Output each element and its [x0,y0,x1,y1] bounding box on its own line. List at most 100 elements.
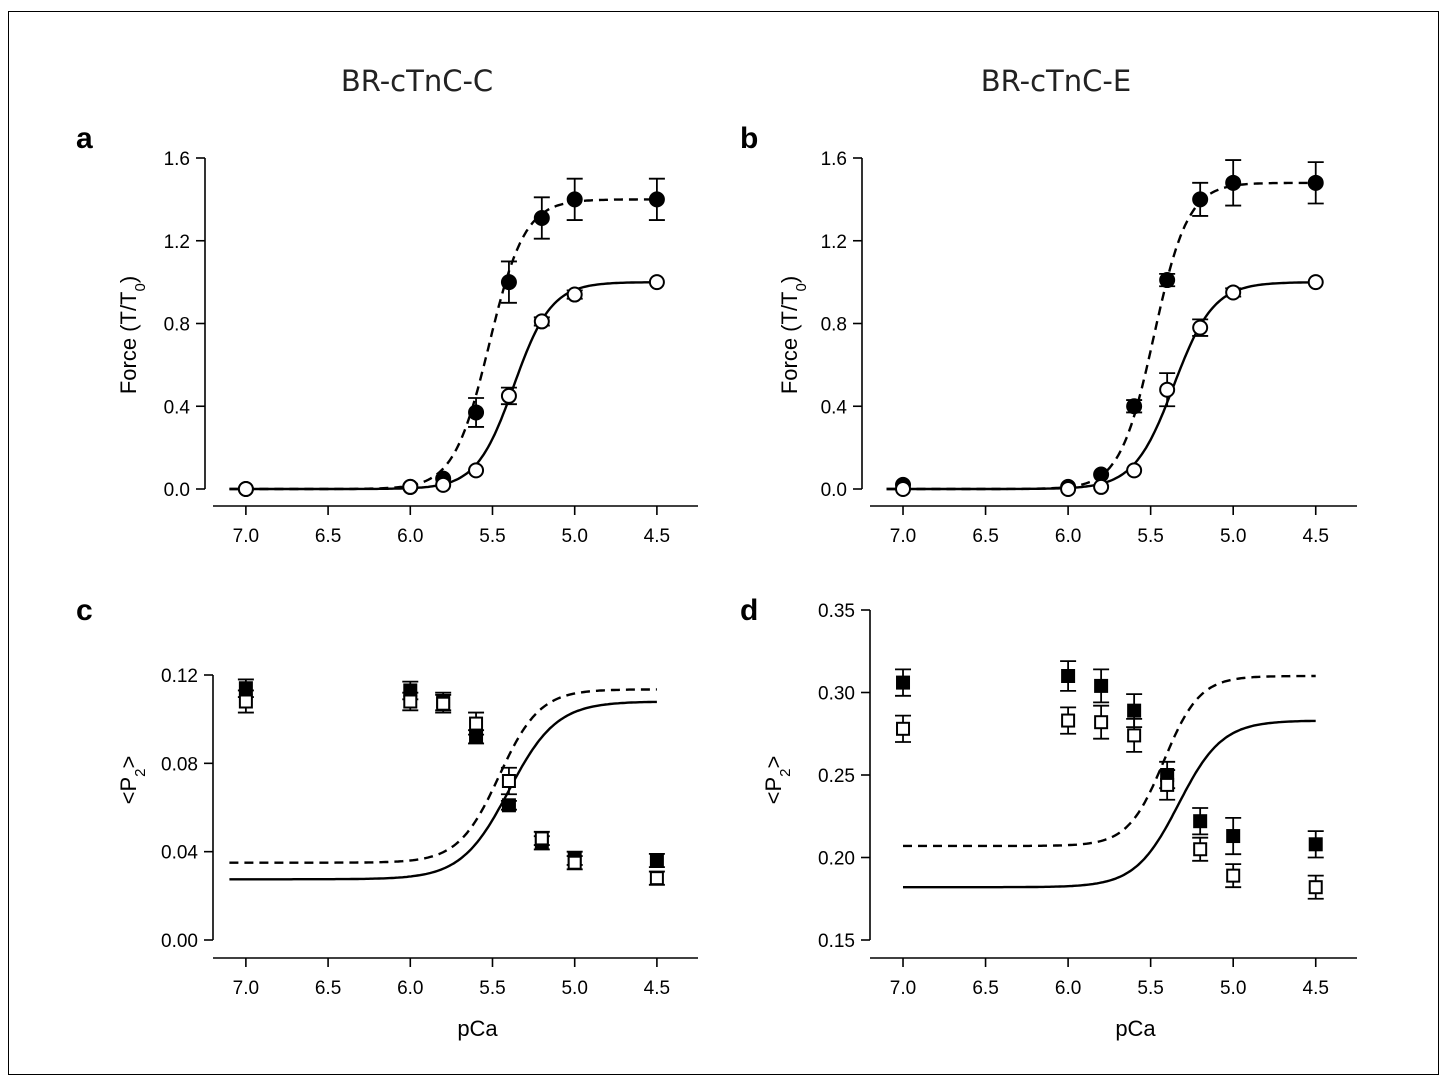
fit-curve [229,700,657,881]
y-tick-label: 0.15 [818,931,855,952]
y-axis-title: Force (T/T0) [116,276,149,394]
y-tick-label: 0.4 [164,397,191,418]
y-tick-label: 0.12 [161,666,198,687]
data-point [1192,191,1209,208]
series-0 [895,660,1324,859]
series-0 [886,159,1324,495]
y-tick-label: 0.8 [821,315,847,336]
y-tick-label: 0.04 [161,843,198,864]
data-point [501,774,516,788]
data-point [1225,284,1242,301]
data-point [1193,814,1208,829]
y-tick-label: 0.25 [818,766,855,787]
x-tick-label: 5.0 [1220,526,1246,547]
x-tick-label: 5.5 [1137,526,1163,547]
data-point [1094,678,1109,693]
y-tick-label: 0.0 [164,480,190,501]
data-point [649,871,664,886]
data-point [468,462,485,479]
x-tick-label: 5.5 [1137,978,1163,999]
panel-letter-d: d [740,594,758,627]
data-point [648,191,665,208]
data-point [1307,274,1324,291]
fit-curve [886,281,1316,491]
x-tick-label: 4.5 [1303,978,1329,999]
x-tick-label: 6.5 [972,526,998,547]
panel-letter-c: c [76,594,93,627]
data-point [1127,728,1142,743]
data-point [566,191,583,208]
x-tick-label: 6.0 [397,978,423,999]
data-point [1160,777,1175,792]
x-tick-label: 5.5 [479,526,505,547]
y-tick-label: 0.08 [161,754,198,775]
x-tick-label: 7.0 [890,526,916,547]
chart-panels: a 0.0 0.4 0.8 1.2 1.6 7.0 6.5 6.0 5.5 5.0 4.5 Force … [76,122,1357,1041]
x-tick-label: 5.5 [479,978,505,999]
data-point [1308,837,1323,852]
data-point [896,675,911,690]
fit-curve [229,281,657,491]
data-point [1093,478,1110,495]
data-point [1307,174,1324,191]
data-point [1225,174,1242,191]
data-point [1192,319,1209,336]
data-point [238,694,253,709]
y-tick-label: 1.6 [164,149,190,170]
series-1 [229,274,665,497]
data-point [1061,669,1076,683]
data-point [1094,715,1109,730]
y-tick-label: 0.30 [818,684,855,705]
data-point [500,274,517,291]
y-tick-label: 0.00 [161,931,198,952]
data-point [1308,880,1323,895]
column-title-right: BR-cTnC-E [981,64,1131,98]
data-point [1159,381,1176,398]
y-tick-label: 0.0 [821,480,847,501]
data-point [237,481,254,497]
series-1 [229,689,665,886]
x-tick-label: 6.0 [1055,978,1081,999]
data-point [402,478,419,495]
fit-curve [229,198,657,491]
x-tick-label: 7.0 [233,978,259,999]
data-point [1060,481,1077,497]
data-point [649,853,664,868]
panel-a: a 0.0 0.4 0.8 1.2 1.6 7.0 6.5 6.0 5.5 5.0 4.5 Force … [76,122,698,547]
panel-d: d 0.15 0.20 0.25 0.30 0.35 7.0 6.5 6.0 5.5 5.0 4.5 p… [740,594,1357,1041]
data-point [533,313,550,330]
data-point [1226,868,1241,883]
data-point [1193,842,1208,857]
data-point [1061,713,1076,728]
data-point [403,694,418,709]
panel-letter-a: a [76,122,93,155]
x-tick-label: 4.5 [644,978,670,999]
data-point [1226,829,1241,844]
series-1 [886,274,1324,497]
x-tick-label: 6.5 [315,978,341,999]
x-tick-label: 7.0 [233,526,259,547]
data-point [895,481,912,497]
x-tick-label: 5.0 [1220,978,1246,999]
panel-letter-b: b [740,122,758,155]
fit-curve [903,674,1316,848]
panel-b: b 0.0 0.4 0.8 1.2 1.6 7.0 6.5 6.0 5.5 5.0 4.5 Force … [740,122,1357,547]
y-axis-title: <P2> [761,756,794,805]
x-tick-label: 6.5 [972,978,998,999]
data-point [1126,462,1143,479]
data-point [435,476,452,493]
x-tick-label: 6.5 [315,526,341,547]
data-point [648,274,665,291]
y-tick-label: 0.4 [821,397,848,418]
data-point [501,798,516,813]
x-axis-title: pCa [1115,1016,1156,1041]
series-0 [229,177,665,497]
x-tick-label: 6.0 [397,526,423,547]
data-point [436,696,451,711]
x-tick-label: 4.5 [1303,526,1329,547]
data-point [468,404,485,421]
column-title-left: BR-cTnC-C [341,64,493,98]
x-tick-label: 7.0 [890,978,916,999]
data-point [500,387,517,404]
